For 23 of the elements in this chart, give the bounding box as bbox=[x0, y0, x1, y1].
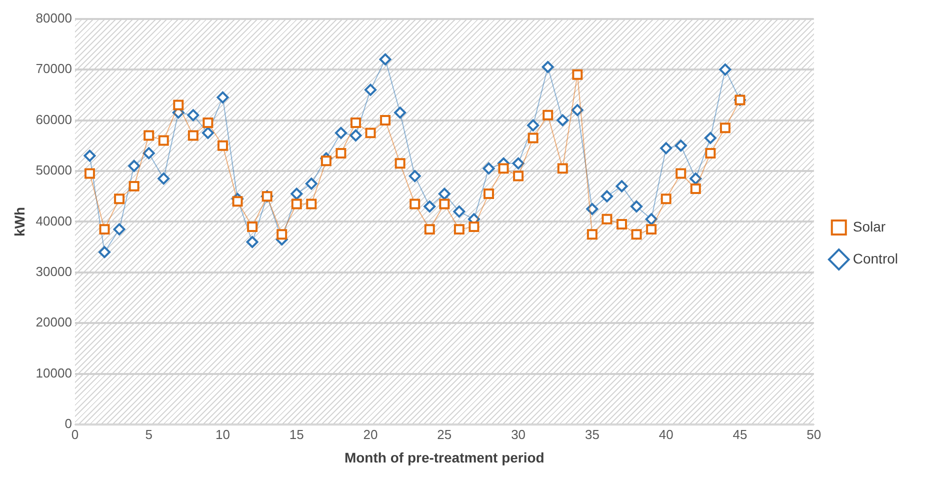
x-tick-label: 5 bbox=[145, 426, 152, 442]
x-tick-label: 25 bbox=[437, 426, 452, 442]
x-tick-label: 45 bbox=[732, 426, 748, 442]
x-tick-label: 10 bbox=[216, 426, 230, 442]
x-tick-label: 15 bbox=[289, 426, 304, 442]
y-tick-label: 20000 bbox=[36, 314, 72, 330]
y-tick-label: 80000 bbox=[36, 10, 72, 26]
x-tick-label: 20 bbox=[363, 426, 378, 442]
y-tick-label: 40000 bbox=[36, 213, 72, 228]
y-tick-label: 70000 bbox=[36, 61, 72, 76]
x-axis-title: Month of pre-treatment period bbox=[344, 449, 544, 466]
legend-label: Solar bbox=[852, 218, 886, 234]
y-axis-title: kWh bbox=[11, 206, 28, 236]
x-tick-label: 50 bbox=[806, 426, 822, 442]
y-tick-label: 30000 bbox=[36, 264, 72, 280]
y-tick-label: 50000 bbox=[36, 162, 72, 178]
y-tick-label: 60000 bbox=[36, 112, 72, 127]
x-tick-label: 40 bbox=[658, 426, 674, 442]
x-tick-label: 30 bbox=[511, 426, 526, 442]
legend-label: Control bbox=[852, 250, 898, 266]
x-tick-label: 35 bbox=[584, 426, 600, 442]
y-tick-label: 0 bbox=[64, 416, 72, 432]
y-tick-label: 10000 bbox=[36, 365, 72, 380]
